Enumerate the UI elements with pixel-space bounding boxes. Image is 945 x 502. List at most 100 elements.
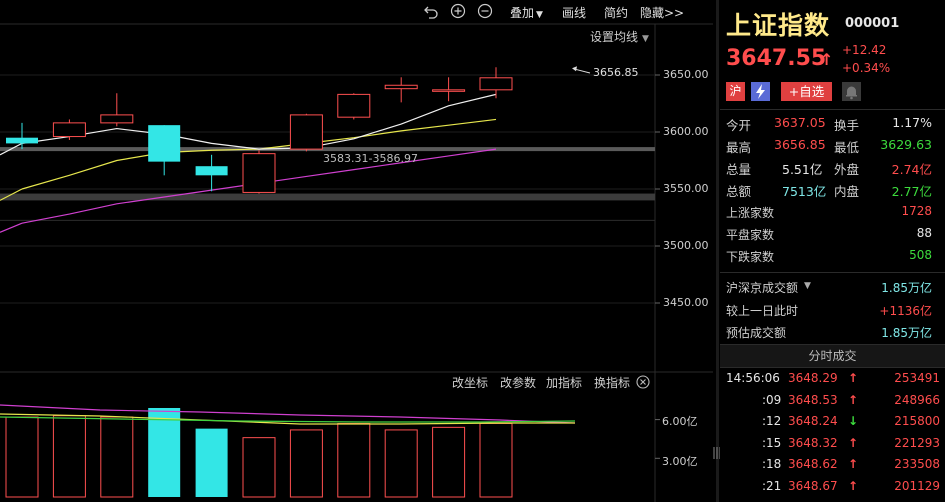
trade-time: :15 (762, 435, 782, 450)
vs-prev-value: +1136亿 (879, 304, 932, 318)
trade-time: :18 (762, 457, 782, 471)
volume-bar-up (384, 429, 418, 498)
trade-volume: 221293 (894, 435, 940, 450)
up-count-value: 1728 (901, 204, 932, 218)
volume-value: 5.51亿 (782, 162, 823, 177)
support-band (0, 147, 655, 152)
low-value: 3629.63 (880, 137, 932, 152)
simple-mode-button[interactable]: 简约 (604, 6, 629, 20)
candle-body-down (6, 137, 38, 144)
up-arrow-icon: ↑ (848, 478, 859, 493)
up-arrow-icon: ↑ (820, 50, 834, 69)
volume-label: 总量 (726, 162, 752, 177)
up-arrow-icon: ↑ (848, 435, 859, 450)
candle-body-up (100, 114, 134, 124)
trade-time: :21 (762, 478, 782, 493)
bell-icon[interactable] (842, 82, 861, 101)
ma-white-line (0, 142, 23, 156)
volume-ma-yellow (0, 413, 575, 425)
volume-bar-down (195, 428, 228, 497)
turnover-label: 换手 (834, 118, 860, 133)
high-pointer (574, 68, 591, 74)
hide-panel-button[interactable]: 隐藏>> (640, 6, 685, 20)
inner-value: 2.77亿 (891, 184, 932, 199)
stat-row-high: 最高 3656.85 最低 3629.63 (726, 137, 938, 159)
flat-count-value: 88 (916, 226, 932, 240)
estimate-label: 预估成交额 (726, 326, 787, 340)
trades-header[interactable]: 分时成交 (720, 344, 945, 368)
volume-label-6: 6.00亿 (662, 415, 698, 428)
set-ma-button[interactable]: 设置均线 ▼ (590, 28, 649, 45)
switch-indicator-button[interactable]: 换指标 (594, 376, 631, 390)
add-indicator-button[interactable]: 加指标 (546, 376, 583, 390)
change-axis-button[interactable]: 改坐标 (452, 376, 489, 390)
high-label: 最高 (726, 140, 752, 155)
plus-circle-icon[interactable] (450, 3, 466, 19)
trade-price: 3648.62 (788, 457, 838, 471)
overlay-label: 叠加 (510, 6, 535, 20)
candle-body-up (384, 84, 418, 90)
trade-price: 3648.32 (788, 435, 838, 450)
trade-row: 14:56:06 3648.29 ↑ 253491 (726, 371, 940, 392)
ma-yellow-line (0, 188, 23, 201)
undo-icon[interactable] (423, 3, 439, 19)
trade-time: :12 (762, 414, 782, 428)
trade-time: 14:56:06 (726, 371, 780, 385)
trade-time: :09 (762, 392, 782, 407)
volume-bar-down (148, 407, 181, 497)
shanghai-tag[interactable]: 沪 (726, 82, 745, 101)
caret-down-icon[interactable]: ▼ (804, 281, 811, 291)
minus-circle-icon[interactable] (477, 3, 493, 19)
range-annotation: 3583.31-3586.97 (323, 152, 418, 165)
trade-volume: 248966 (894, 392, 940, 407)
stat-row-amount: 总额 7513亿 内盘 2.77亿 (726, 181, 938, 203)
inner-label: 内盘 (834, 184, 860, 199)
overlay-menu[interactable]: 叠加 ▼ (510, 4, 543, 21)
draw-line-button[interactable]: 画线 (562, 6, 587, 20)
volume-ma-green (0, 416, 576, 423)
amount-label: 总额 (726, 184, 752, 199)
add-favorite-button[interactable]: +自选 (781, 82, 832, 101)
price-change: +12.42 (842, 43, 887, 57)
close-circle-icon[interactable] (636, 374, 650, 389)
price-axis-label: 3450.00 (663, 296, 709, 309)
candle-body-down (195, 166, 228, 176)
separator (720, 109, 945, 110)
trade-row: :12 3648.24 ↓ 215800 (726, 414, 940, 435)
price-change-pct: +0.34% (842, 61, 891, 75)
price-axis-label: 3650.00 (663, 68, 709, 81)
candle-body-up (242, 153, 276, 193)
volume-bar-up (100, 416, 134, 498)
open-label: 今开 (726, 118, 752, 133)
lightning-icon[interactable] (751, 82, 770, 101)
candle-body-up (432, 89, 466, 92)
candle-body-up (479, 77, 513, 91)
stat-row-down: 下跌家数 508 (726, 248, 938, 270)
trade-price: 3648.53 (788, 392, 838, 407)
volume-bar-up (479, 422, 513, 498)
trade-row: :15 3648.32 ↑ 221293 (726, 436, 940, 457)
down-count-label: 下跌家数 (726, 250, 775, 264)
kline-chart-area[interactable]: 叠加 ▼ 画线 简约 隐藏>> 设置均线 ▼ 3650.00 3600.00 3550.… (0, 0, 713, 502)
index-code: 000001 (845, 16, 900, 31)
up-arrow-icon: ↑ (848, 457, 859, 471)
amount-value: 7513亿 (782, 184, 827, 199)
ma-white-line (21, 93, 497, 150)
stat-row-flat: 平盘家数 88 (726, 226, 938, 248)
panel-divider[interactable] (716, 0, 719, 502)
outer-label: 外盘 (834, 162, 860, 177)
ma-purple-line (0, 222, 23, 233)
high-value: 3656.85 (774, 137, 826, 152)
trade-volume: 233508 (894, 457, 940, 471)
stat-row-market-amount[interactable]: 沪深京成交额 ▼ 1.85万亿 (726, 279, 938, 301)
separator (720, 272, 945, 273)
change-params-button[interactable]: 改参数 (500, 376, 537, 390)
volume-bar-up (242, 437, 276, 498)
candle-body-up (52, 122, 86, 138)
volume-bar-up (289, 429, 323, 498)
price-axis-label: 3550.00 (663, 182, 709, 195)
candle-body-down (148, 125, 181, 162)
trade-price: 3648.67 (788, 478, 838, 493)
volume-bar-up (5, 416, 39, 498)
kline-canvas[interactable] (0, 0, 713, 502)
